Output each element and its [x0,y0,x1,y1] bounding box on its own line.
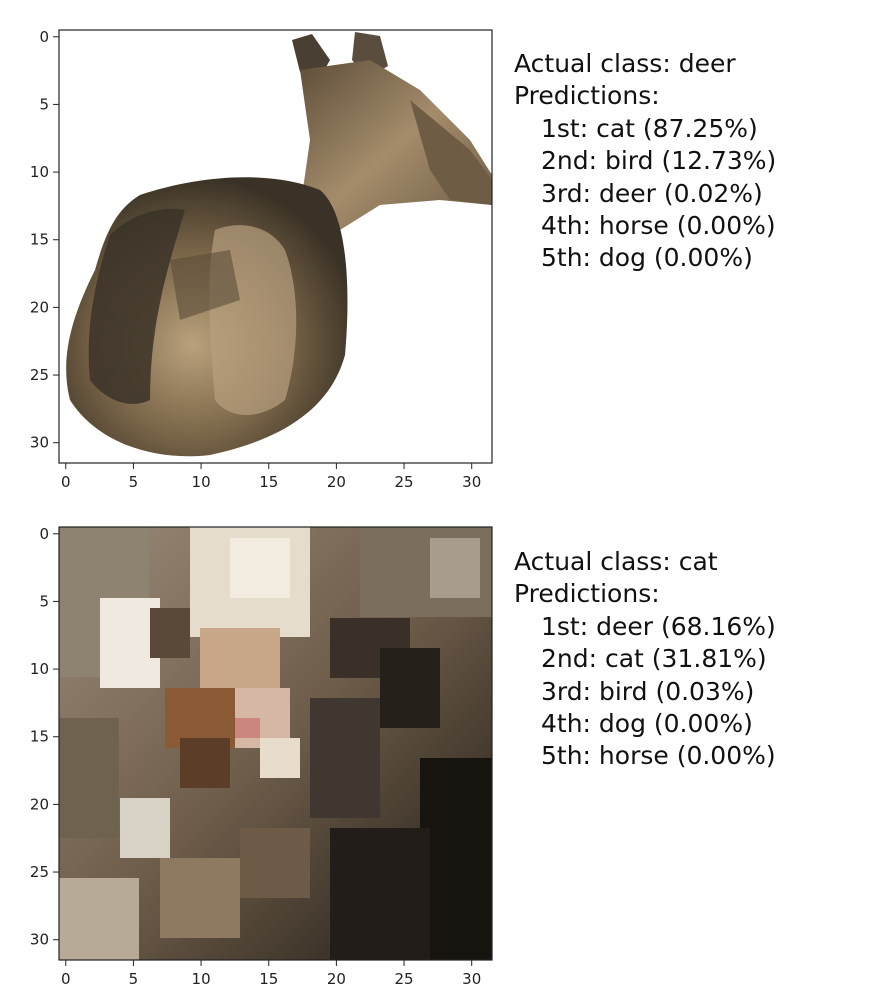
prediction-item: 3rd: bird (0.03%) [541,676,755,706]
x-tick-label: 30 [462,473,481,491]
figure-panel-2: 0 5 10 15 20 25 30 0 5 10 15 20 25 30 Actual class: c… [0,498,880,998]
x-tick-label: 15 [259,970,278,988]
y-tick-label: 20 [30,298,49,316]
x-tick-label: 10 [192,473,211,491]
y-tick-label: 30 [30,931,49,949]
y-tick-label: 10 [30,660,49,678]
predictions-list: 1st: deer (68.16%) 2nd: cat (31.81%) 3rd… [514,611,776,773]
y-tick-label: 15 [30,231,49,249]
y-tick-label: 30 [30,434,49,452]
x-tick-label: 25 [395,473,414,491]
predictions-list: 1st: cat (87.25%) 2nd: bird (12.73%) 3rd… [514,113,776,275]
x-tick-label: 0 [61,970,71,988]
axes-frame [58,29,493,464]
y-tick-label: 0 [39,525,49,543]
prediction-item: 4th: horse (0.00%) [541,211,776,241]
prediction-info-2: Actual class: cat Predictions: 1st: deer… [514,546,776,773]
prediction-item: 5th: dog (0.00%) [541,243,753,273]
y-tick-label: 10 [30,163,49,181]
image-plot-1: 0 5 10 15 20 25 30 0 5 10 15 20 25 30 [30,28,493,491]
image-plot-2: 0 5 10 15 20 25 30 0 5 10 15 20 25 30 [30,525,493,988]
y-tick-label: 20 [30,795,49,813]
prediction-item: 1st: cat (87.25%) [541,113,758,143]
actual-class-label: Actual class: deer [514,49,736,78]
y-tick-label: 25 [30,863,49,881]
x-tick-label: 25 [395,970,414,988]
predictions-heading: Predictions: [514,81,660,111]
x-tick-label: 10 [192,970,211,988]
figure-panel-1: 0 5 10 15 20 25 30 0 5 10 15 20 25 30 Actual class: d… [0,0,880,500]
prediction-item: 4th: dog (0.00%) [541,709,753,739]
y-tick-label: 15 [30,728,49,746]
x-tick-label: 20 [327,970,346,988]
x-tick-label: 30 [462,970,481,988]
prediction-item: 5th: horse (0.00%) [541,741,776,771]
prediction-item: 3rd: deer (0.02%) [541,178,763,208]
prediction-item: 2nd: cat (31.81%) [541,644,767,674]
x-tick-label: 15 [259,473,278,491]
x-tick-label: 20 [327,473,346,491]
y-tick-label: 0 [39,28,49,46]
y-tick-label: 5 [39,592,49,610]
axes-frame [58,526,493,961]
image-pixels [59,527,492,960]
x-tick-label: 5 [129,970,139,988]
prediction-item: 1st: deer (68.16%) [541,611,776,641]
image-pixels [59,30,492,463]
actual-class-label: Actual class: cat [514,547,718,576]
y-tick-label: 5 [39,95,49,113]
x-tick-label: 5 [129,473,139,491]
x-tick-label: 0 [61,473,71,491]
y-tick-label: 25 [30,366,49,384]
prediction-item: 2nd: bird (12.73%) [541,146,777,176]
prediction-info-1: Actual class: deer Predictions: 1st: cat… [514,48,776,275]
predictions-heading: Predictions: [514,579,660,609]
